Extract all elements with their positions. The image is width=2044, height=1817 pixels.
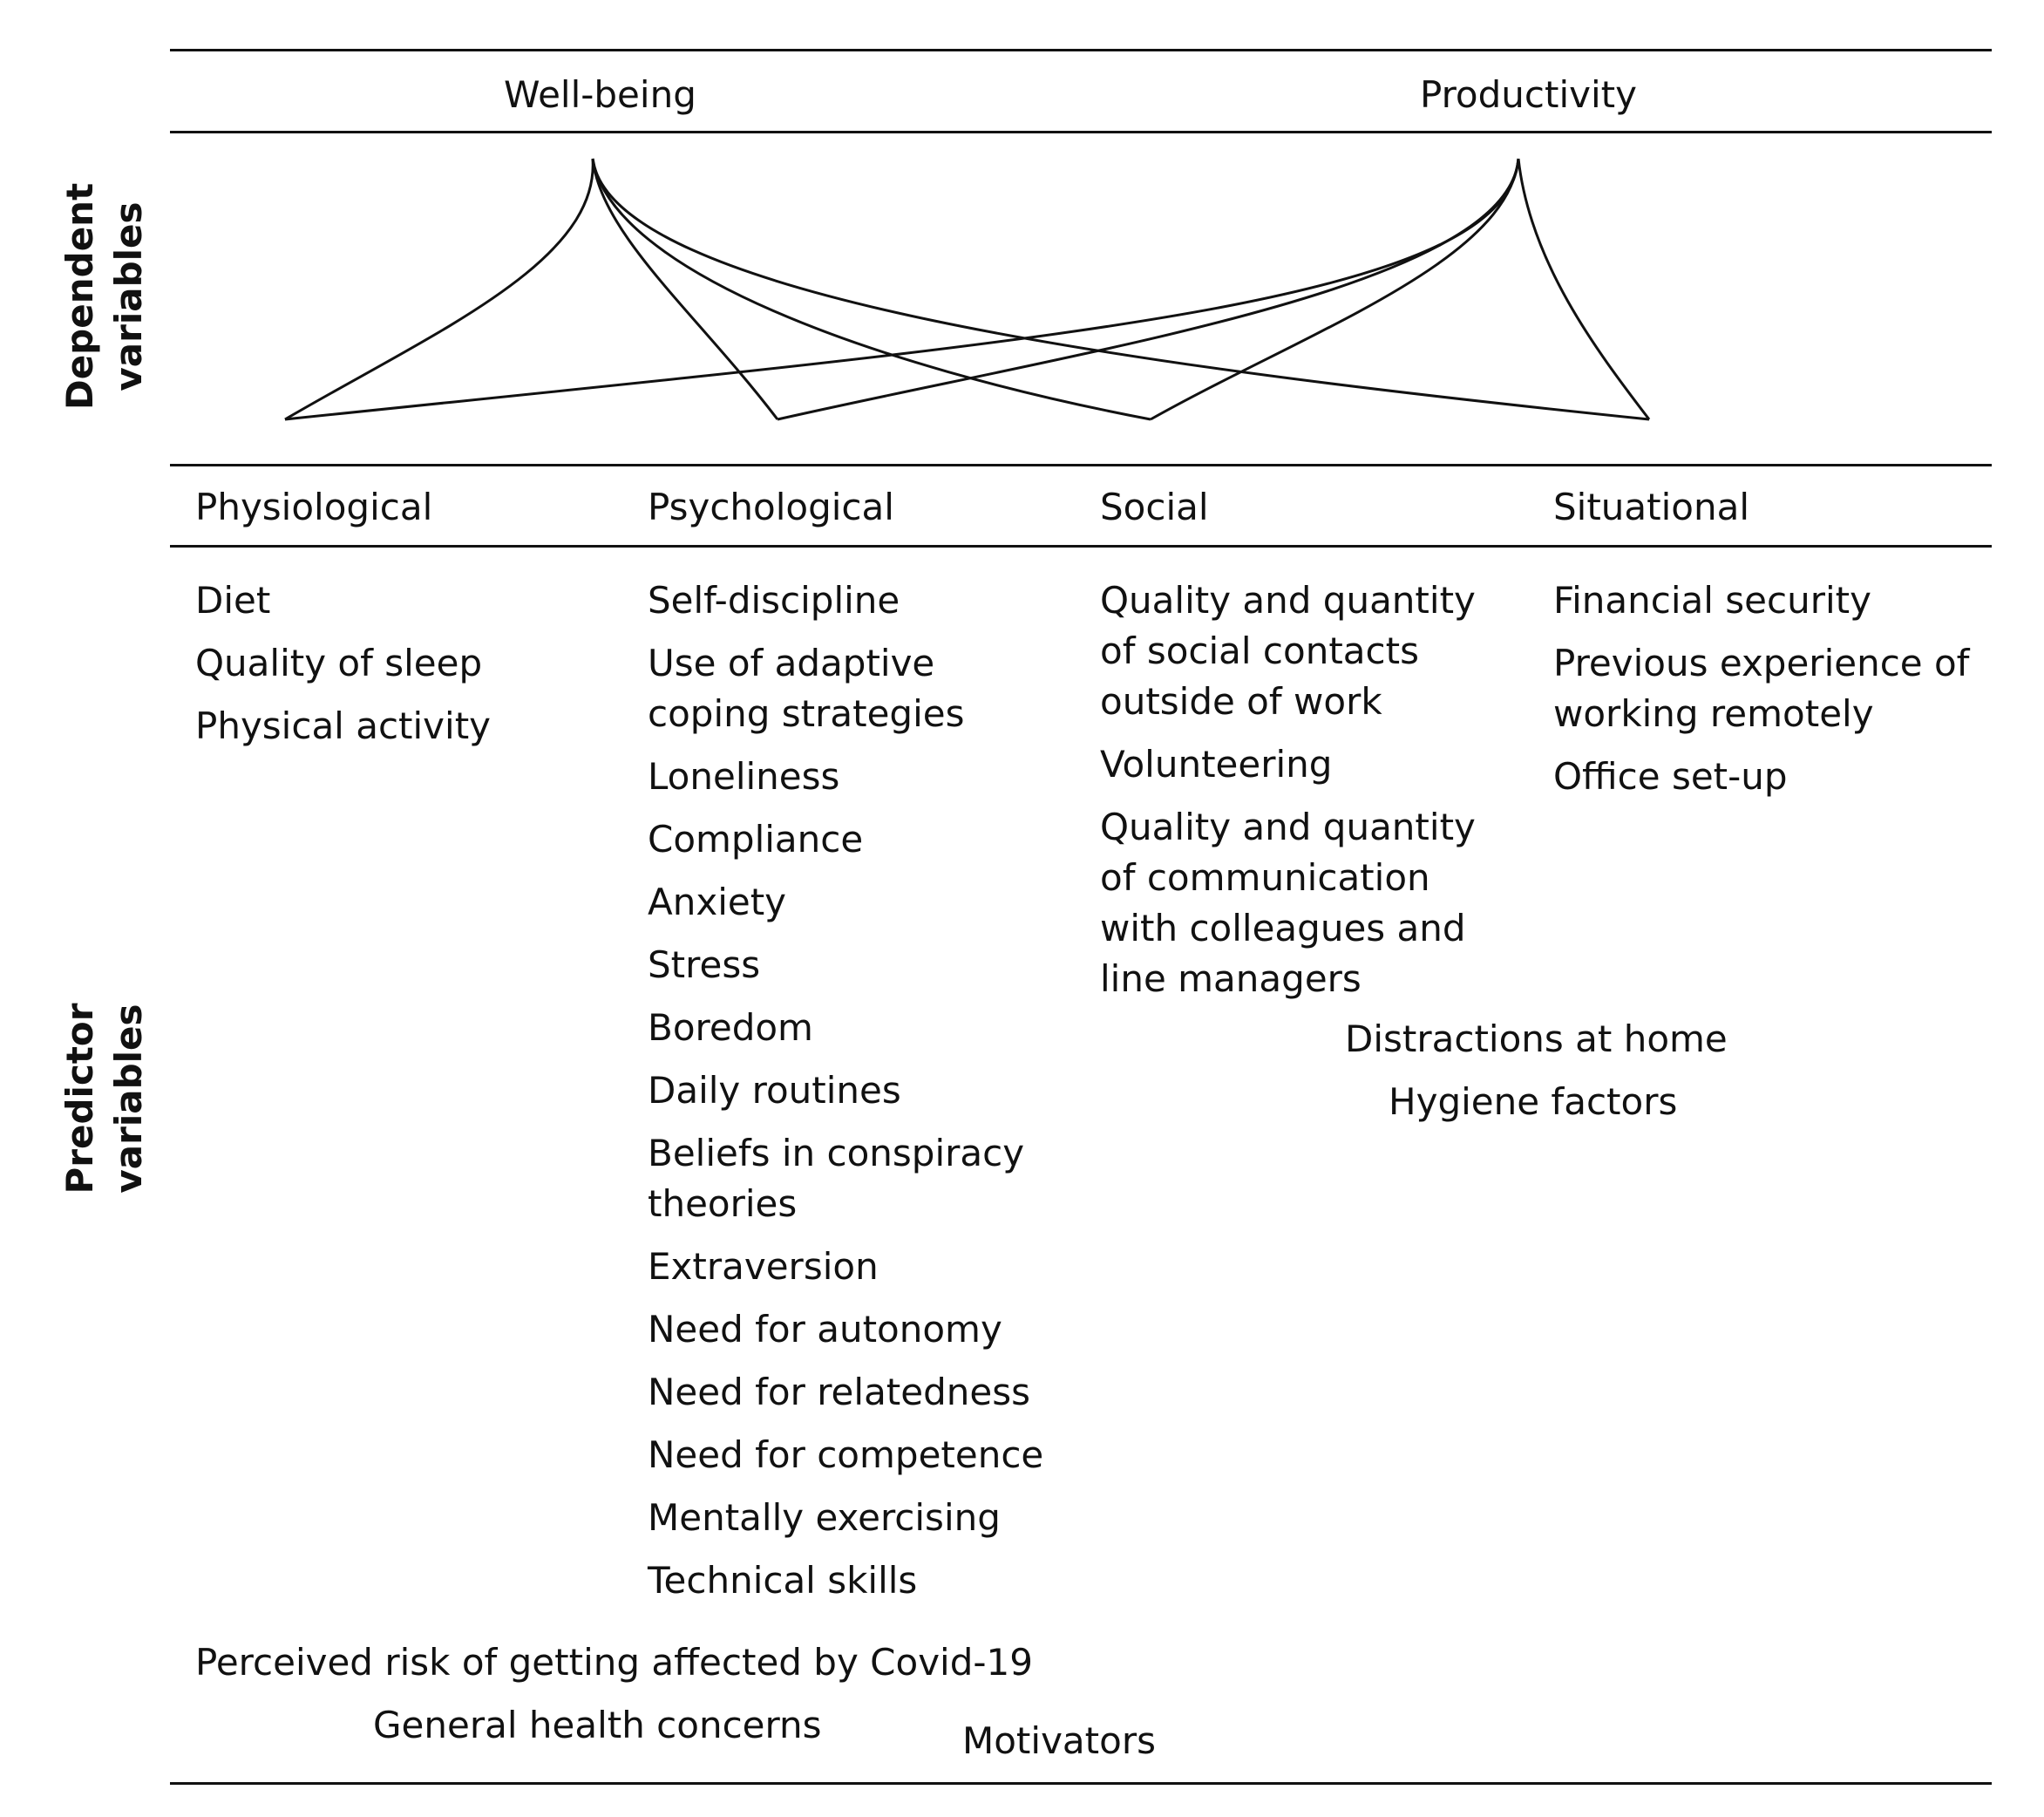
factor-item: Extraversion — [648, 1242, 1043, 1292]
link-wellbeing-psychological — [591, 158, 779, 420]
bottom-rule — [170, 1782, 1992, 1785]
factor-item-line: Quality of sleep — [195, 642, 483, 684]
factor-item: Volunteering — [1100, 739, 1476, 790]
factor-item: Previous experience of working remotely — [1553, 638, 1969, 739]
factor-item-line: working remotely — [1553, 692, 1874, 735]
factor-item-line: Diet — [195, 579, 271, 622]
factor-item: Office set-up — [1553, 752, 1969, 802]
factor-item-line: Anxiety — [648, 881, 787, 923]
category-header-rule — [170, 545, 1992, 548]
factor-item-line: line managers — [1100, 957, 1362, 1000]
factor-item: Need for relatedness — [648, 1367, 1043, 1418]
motivators: Motivators — [962, 1719, 1156, 1762]
hygiene-factors: Hygiene factors — [1389, 1080, 1678, 1123]
category-social: Social — [1100, 486, 1209, 528]
factor-item-line: Need for relatedness — [648, 1371, 1030, 1413]
factor-item: Diet — [195, 575, 491, 626]
factor-item: Mentally exercising — [648, 1493, 1043, 1543]
factor-item-line: Need for autonomy — [648, 1308, 1002, 1351]
link-wellbeing-social — [591, 158, 1151, 421]
category-physiological: Physiological — [195, 486, 433, 528]
factor-item: Self-discipline — [648, 575, 1043, 626]
factor-item: Financial security — [1553, 575, 1969, 626]
factor-item: Compliance — [648, 814, 1043, 865]
link-productivity-situational — [1517, 158, 1651, 420]
factor-item-line: of social contacts — [1100, 629, 1419, 672]
factor-item: Use of adaptive coping strategies — [648, 638, 1043, 739]
factor-item: Quality of sleep — [195, 638, 491, 689]
physiological-list: Diet Quality of sleep Physical activity — [195, 575, 491, 764]
perceived-risk-covid: Perceived risk of getting affected by Co… — [195, 1641, 1033, 1684]
link-wellbeing-situational — [591, 158, 1650, 421]
factor-item: Beliefs in conspiracy theories — [648, 1128, 1043, 1229]
factor-item-line: Self-discipline — [648, 579, 900, 622]
predictor-top-rule — [170, 464, 1992, 466]
factor-item-line: Office set-up — [1553, 755, 1788, 798]
factor-item-line: Technical skills — [648, 1559, 918, 1602]
factor-item-line: Quality and quantity — [1100, 806, 1476, 848]
factor-item: Loneliness — [648, 752, 1043, 802]
factor-item: Daily routines — [648, 1065, 1043, 1116]
factor-item-line: theories — [648, 1182, 798, 1225]
top-rule — [170, 49, 1992, 51]
category-situational: Situational — [1553, 486, 1750, 528]
factor-item-line: Compliance — [648, 818, 864, 861]
factor-item-line: with colleagues and — [1100, 907, 1466, 949]
factor-item-line: Mentally exercising — [648, 1496, 1001, 1539]
factor-item-line: of communication — [1100, 856, 1430, 899]
factor-item: Quality and quantity of communication with… — [1100, 802, 1476, 1004]
wellbeing-label: Well-being — [504, 73, 696, 116]
link-productivity-social — [1150, 158, 1520, 421]
factor-item-line: Boredom — [648, 1006, 813, 1049]
factor-item-line: Previous experience of — [1553, 642, 1970, 684]
factor-item: Quality and quantity of social contacts ou… — [1100, 575, 1476, 727]
link-wellbeing-physiological — [284, 158, 594, 421]
factor-item-line: Beliefs in conspiracy — [648, 1132, 1025, 1174]
psychological-list: Self-discipline Use of adaptive coping str… — [648, 575, 1043, 1618]
factor-item-line: Daily routines — [648, 1069, 901, 1112]
distractions-at-home: Distractions at home — [1345, 1017, 1728, 1060]
dependent-header-rule — [170, 131, 1992, 133]
factor-item-line: Need for competence — [648, 1433, 1044, 1476]
link-productivity-psychological — [777, 158, 1520, 421]
factor-item: Boredom — [648, 1003, 1043, 1053]
factor-item: Need for autonomy — [648, 1304, 1043, 1355]
general-health-concerns: General health concerns — [373, 1704, 822, 1746]
factor-item-line: Stress — [648, 943, 761, 986]
social-list: Quality and quantity of social contacts ou… — [1100, 575, 1476, 1017]
factor-item: Physical activity — [195, 701, 491, 752]
productivity-label: Productivity — [1420, 73, 1637, 116]
factor-item-line: Physical activity — [195, 704, 492, 747]
factor-item: Technical skills — [648, 1555, 1043, 1606]
factor-item-line: outside of work — [1100, 680, 1382, 723]
situational-list: Financial security Previous experience of… — [1553, 575, 1969, 814]
factor-item-line: Loneliness — [648, 755, 840, 798]
factor-item: Stress — [648, 940, 1043, 990]
factor-item-line: Volunteering — [1100, 743, 1333, 786]
factor-item-line: Financial security — [1553, 579, 1871, 622]
factor-item: Need for competence — [648, 1430, 1043, 1480]
factor-item: Anxiety — [648, 877, 1043, 928]
category-psychological: Psychological — [648, 486, 894, 528]
factor-item-line: Use of adaptive — [648, 642, 935, 684]
factor-item-line: Extraversion — [648, 1245, 879, 1288]
factor-item-line: coping strategies — [648, 692, 965, 735]
factor-item-line: Quality and quantity — [1100, 579, 1476, 622]
